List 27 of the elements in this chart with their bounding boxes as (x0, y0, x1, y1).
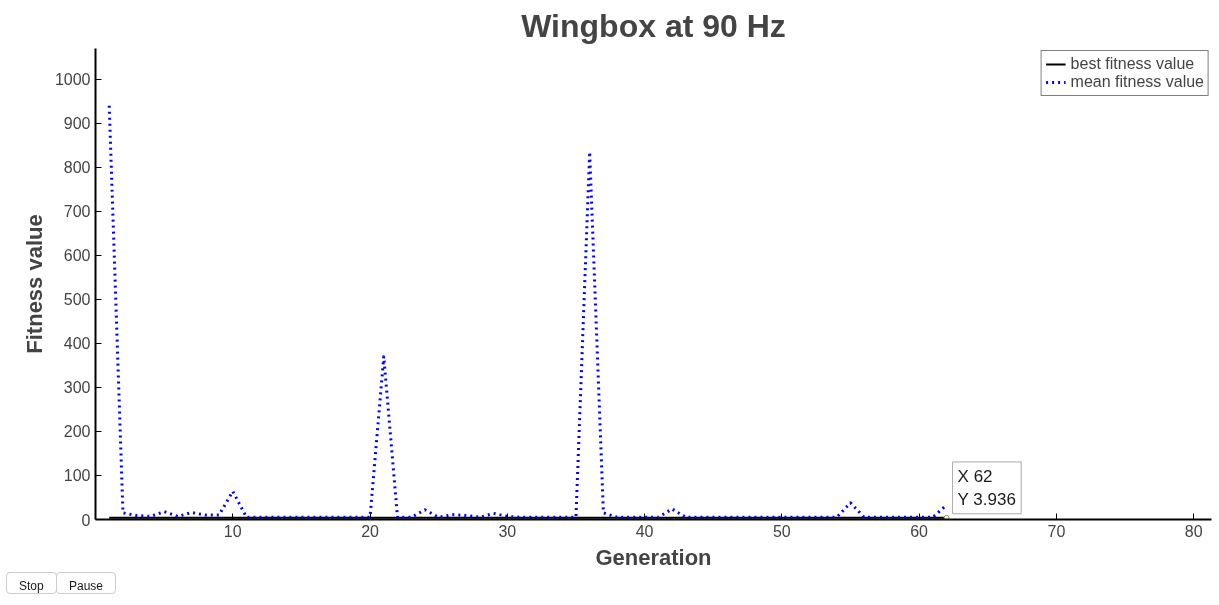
y-tick-label: 0 (81, 511, 91, 529)
text: Pause (56, 572, 117, 594)
y-tick-label: 900 (63, 115, 91, 133)
x-tick-label: 10 (223, 522, 242, 540)
x-tick-label: 70 (1047, 522, 1066, 540)
x-tick-label: 30 (498, 522, 517, 540)
y-axis-title: Fitness value (21, 214, 47, 354)
y-tick-label: 300 (63, 379, 91, 397)
x-axis-title: Generation (595, 544, 712, 570)
y-tick-label: 700 (63, 203, 91, 221)
x-tick-label: 60 (910, 522, 929, 540)
chart-title: Wingbox at 90 Hz (521, 7, 786, 44)
y-tick-label: 200 (63, 423, 91, 441)
x-tick-label: 20 (361, 522, 380, 540)
legend-label: mean fitness value (1070, 73, 1204, 91)
x-tick-label: 80 (1184, 522, 1203, 540)
y-tick-label: 800 (63, 159, 91, 177)
y-tick-label: 400 (63, 335, 91, 353)
legend-label: best fitness value (1070, 55, 1195, 73)
y-tick-label: 100 (63, 467, 91, 485)
text: Stop (6, 572, 57, 594)
y-tick-label: 1000 (54, 71, 91, 89)
y-tick-label: 500 (63, 291, 91, 309)
x-tick-label: 50 (772, 522, 791, 540)
y-tick-label: 600 (63, 247, 91, 265)
annotation: X 62 Y 3.936 (957, 466, 1016, 509)
x-tick-label: 40 (635, 522, 654, 540)
